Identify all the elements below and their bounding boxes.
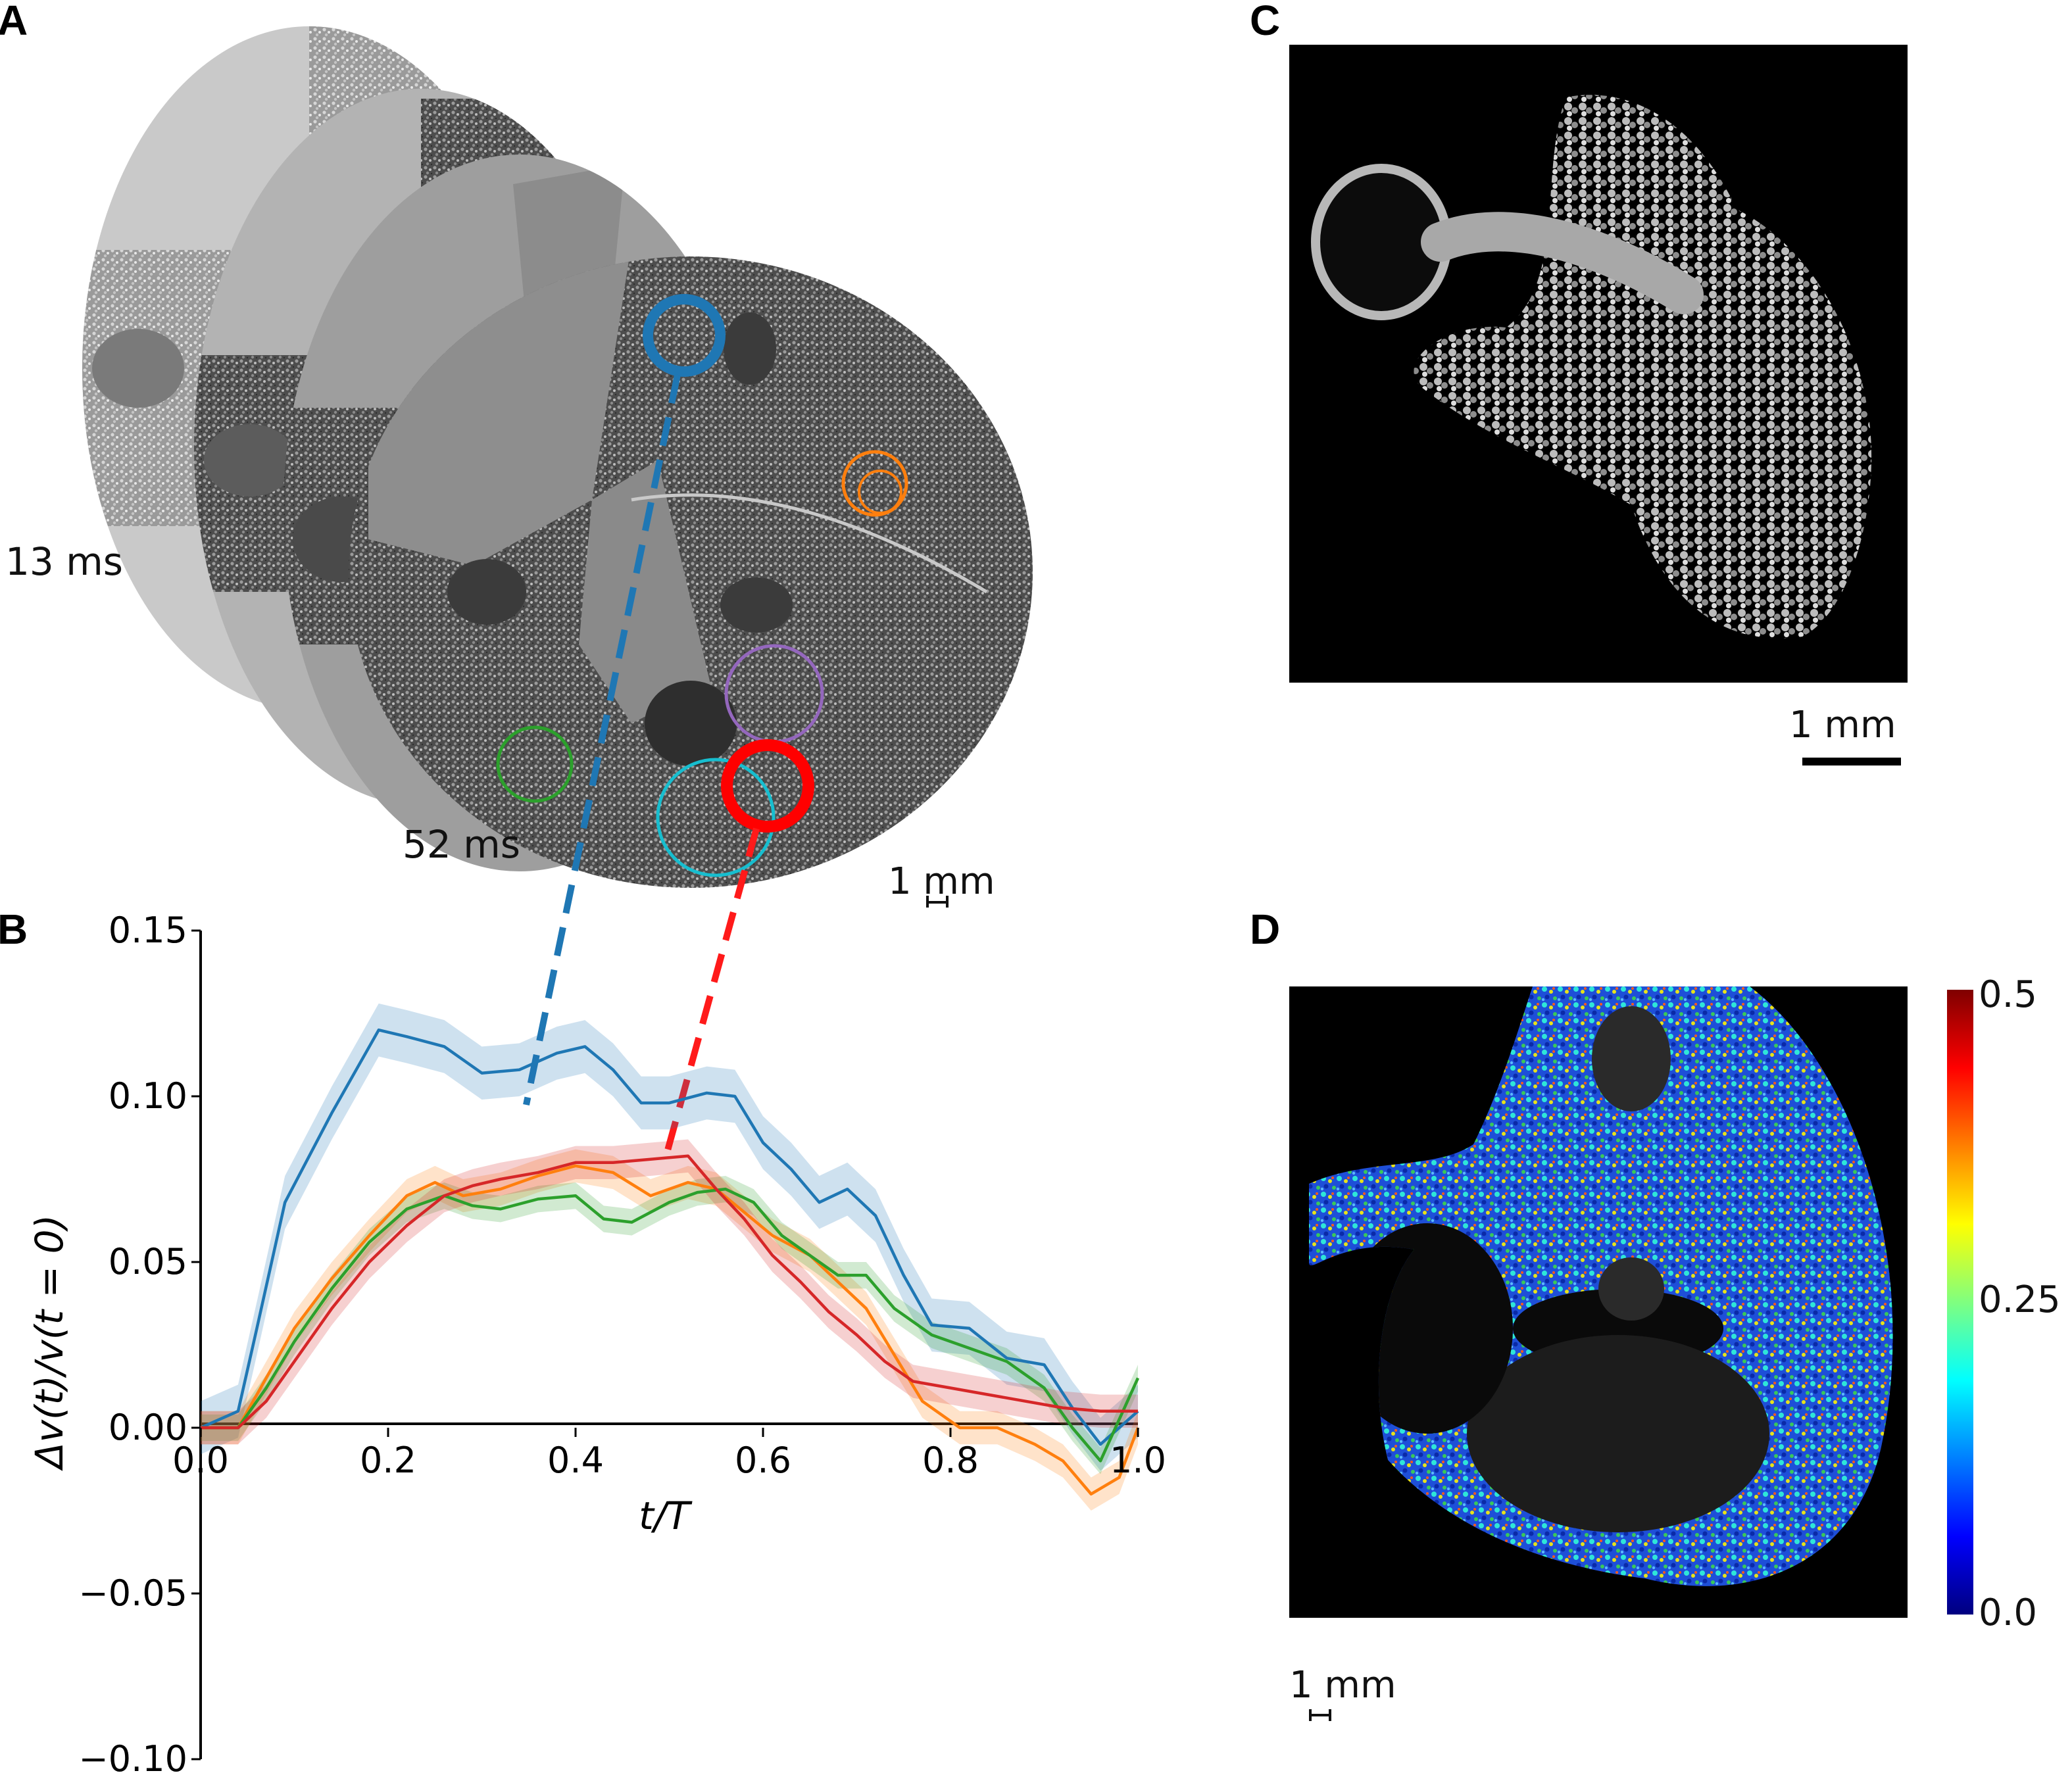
frame-label-last: 52 ms <box>403 822 520 867</box>
panel-letter-b: B <box>0 906 28 953</box>
y-tick-label: 0.00 <box>109 1407 187 1448</box>
colorbar <box>1947 990 1973 1615</box>
roi-orange-circle-2 <box>858 470 902 514</box>
blue-dashed-connector <box>523 374 681 1106</box>
x-tick-label: 0.6 <box>735 1440 791 1481</box>
y-tick-label: −0.05 <box>79 1572 187 1614</box>
series-line-0 <box>200 1028 1139 1446</box>
colorbar-label-max: 0.5 <box>1979 973 2038 1016</box>
red-dashed-connector <box>662 827 760 1159</box>
strain-map-image <box>1289 986 1908 1618</box>
roi-orange-circle <box>841 450 908 517</box>
series-line-2 <box>201 1187 1140 1463</box>
x-axis-label: t/T <box>639 1494 693 1538</box>
x-tick-label: 0.2 <box>360 1440 416 1481</box>
scale-bar-c <box>1802 758 1901 765</box>
panel-letter-d: D <box>1250 906 1281 953</box>
x-tick-label: 0.0 <box>172 1440 229 1481</box>
series-band-0 <box>201 1003 1138 1471</box>
roi-red-circle <box>721 739 814 833</box>
frame-label-first: 13 ms <box>5 539 123 584</box>
y-axis-label: Δv(t)/v(t = 0) <box>27 1215 72 1471</box>
colorbar-label-mid: 0.25 <box>1979 1278 2061 1321</box>
y-tick-label: 0.05 <box>109 1241 187 1282</box>
scale-bar-a <box>926 896 949 908</box>
scale-label-a: 1 mm <box>888 860 995 903</box>
airway-render-image <box>1289 45 1908 683</box>
scale-label-d: 1 mm <box>1289 1664 1396 1707</box>
roi-cyan-circle <box>656 758 776 877</box>
x-tick-label: 0.4 <box>547 1440 604 1481</box>
series-line-1 <box>201 1164 1140 1496</box>
x-tick-label: 1.0 <box>1110 1440 1166 1481</box>
scale-bar-d <box>1309 1709 1331 1721</box>
chart-axes <box>199 931 1138 1759</box>
series-line-3 <box>201 1154 1138 1430</box>
y-tick-label: 0.15 <box>109 910 187 951</box>
roi-connectors <box>523 374 760 1159</box>
colorbar-label-min: 0.0 <box>1979 1591 2038 1634</box>
roi-green-circle <box>496 725 574 803</box>
panel-letter-a: A <box>0 0 28 44</box>
ct-frame-52ms <box>349 256 1033 888</box>
roi-blue-circle <box>643 294 726 377</box>
scale-label-c: 1 mm <box>1789 704 1896 746</box>
x-tick-label: 0.8 <box>922 1440 979 1481</box>
line-chart: 0.0 0.2 0.4 0.6 0.8 1.0 0.15 0.10 0.05 0.00 −0.05 −… <box>27 910 1166 1773</box>
ct-frame-stack <box>82 26 1033 908</box>
panel-letter-c: C <box>1250 0 1281 44</box>
y-tick-label: 0.10 <box>109 1075 187 1117</box>
y-tick-label: −0.10 <box>79 1738 187 1773</box>
